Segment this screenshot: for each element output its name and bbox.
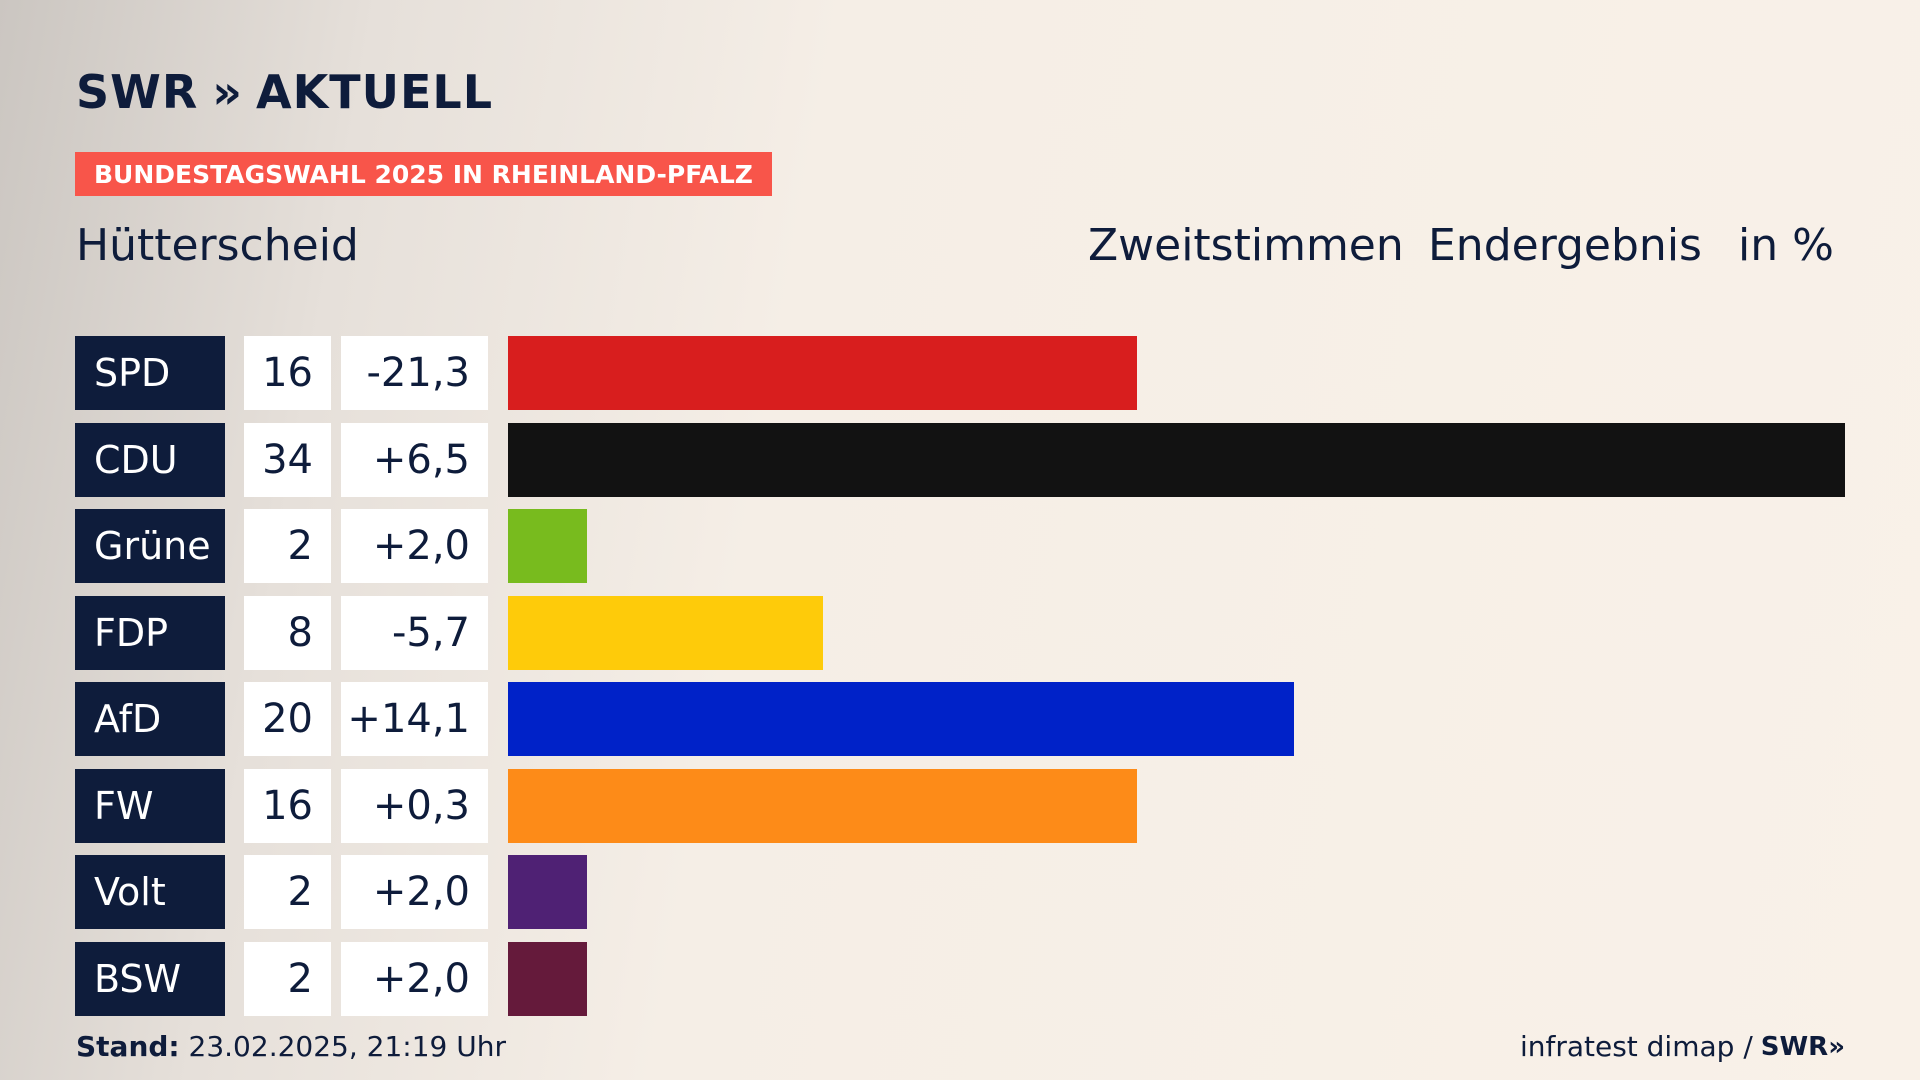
stand-label: Stand: (76, 1030, 180, 1063)
percent-value: 2 (244, 942, 331, 1016)
result-row: Grüne 2 +2,0 (75, 509, 1845, 583)
vote-type-label: Zweitstimmen (1088, 220, 1404, 271)
percent-value: 2 (244, 509, 331, 583)
source-text: infratest dimap / (1519, 1030, 1753, 1063)
result-bar (508, 336, 1137, 410)
party-label: CDU (75, 423, 225, 497)
difference-value: -21,3 (341, 336, 488, 410)
difference-value: +6,5 (341, 423, 488, 497)
party-label: Volt (75, 855, 225, 929)
result-row: CDU 34 +6,5 (75, 423, 1845, 497)
percent-value: 16 (244, 769, 331, 843)
result-row: SPD 16 -21,3 (75, 336, 1845, 410)
result-bar (508, 942, 587, 1016)
result-type-label: Endergebnis (1428, 220, 1702, 271)
election-badge: BUNDESTAGSWAHL 2025 IN RHEINLAND-PFALZ (75, 152, 772, 196)
party-label: FDP (75, 596, 225, 670)
party-label: Grüne (75, 509, 225, 583)
result-row: FW 16 +0,3 (75, 769, 1845, 843)
result-row: AfD 20 +14,1 (75, 682, 1845, 756)
logo-aktuell-text: AKTUELL (256, 65, 494, 119)
result-bar (508, 855, 587, 929)
percent-value: 34 (244, 423, 331, 497)
percent-value: 20 (244, 682, 331, 756)
result-row: BSW 2 +2,0 (75, 942, 1845, 1016)
logo-chevron-icon: » (212, 65, 242, 119)
result-bar (508, 509, 587, 583)
percent-value: 16 (244, 336, 331, 410)
difference-value: +2,0 (341, 509, 488, 583)
result-bar (508, 423, 1845, 497)
unit-label: in % (1738, 220, 1834, 271)
timestamp: Stand: 23.02.2025, 21:19 Uhr (76, 1030, 506, 1063)
party-label: SPD (75, 336, 225, 410)
source-credit: infratest dimap / SWR» (1520, 1030, 1845, 1063)
result-bar (508, 682, 1294, 756)
party-label: BSW (75, 942, 225, 1016)
percent-value: 2 (244, 855, 331, 929)
difference-value: +2,0 (341, 855, 488, 929)
percent-value: 8 (244, 596, 331, 670)
difference-value: +14,1 (341, 682, 488, 756)
stand-value: 23.02.2025, 21:19 Uhr (188, 1030, 506, 1063)
difference-value: +0,3 (341, 769, 488, 843)
result-bar (508, 596, 823, 670)
swr-small-logo: SWR» (1760, 1031, 1845, 1062)
place-title: Hütterscheid (76, 220, 359, 271)
difference-value: +2,0 (341, 942, 488, 1016)
logo-swr-text: SWR (76, 65, 199, 119)
result-row: FDP 8 -5,7 (75, 596, 1845, 670)
party-label: AfD (75, 682, 225, 756)
party-label: FW (75, 769, 225, 843)
swr-aktuell-logo: SWR» AKTUELL (76, 64, 493, 120)
difference-value: -5,7 (341, 596, 488, 670)
result-row: Volt 2 +2,0 (75, 855, 1845, 929)
result-bar (508, 769, 1137, 843)
